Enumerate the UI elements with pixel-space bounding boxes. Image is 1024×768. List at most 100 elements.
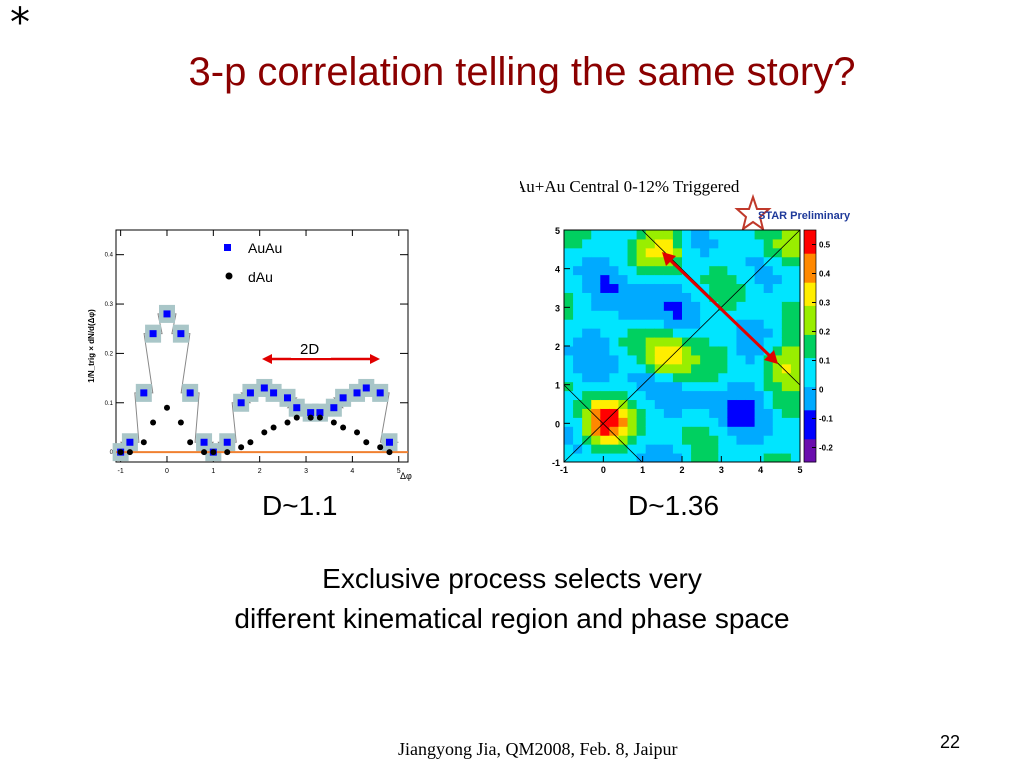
heatmap-cell <box>736 372 747 383</box>
heatmap-cell <box>591 310 601 320</box>
heatmap-cell <box>754 283 765 293</box>
dau-data-point <box>126 449 133 456</box>
heatmap-cell <box>600 283 610 293</box>
heatmap-cell <box>790 417 800 427</box>
colorbar-segment <box>804 259 816 266</box>
colorbar-segment <box>804 328 816 335</box>
heatmap-cell <box>663 292 674 302</box>
auau-data-point <box>246 389 254 397</box>
dau-data-point <box>187 439 194 446</box>
heatmap-cell <box>636 301 647 311</box>
heatmap-cell <box>663 337 674 347</box>
heatmap-cell <box>790 256 800 267</box>
heatmap-cell <box>663 283 674 293</box>
heatmap-cell <box>627 238 638 249</box>
heatmap-cell <box>600 381 610 392</box>
heatmap-cell <box>600 328 610 338</box>
heatmap-cell <box>573 363 583 374</box>
heatmap-cell <box>709 230 719 240</box>
heatmap-cell <box>636 283 647 293</box>
heatmap-cell <box>790 238 800 249</box>
auau-data-point <box>293 404 301 412</box>
heatmap-cell <box>754 319 765 329</box>
heatmap-cell <box>618 435 629 445</box>
heatmap-cell <box>727 381 737 392</box>
heatmap-cell <box>763 247 774 258</box>
heatmap-cell <box>645 283 656 293</box>
heatmap-cell <box>700 328 710 338</box>
heatmap-cell <box>672 283 683 293</box>
colorbar-tick-label: 0.2 <box>819 328 831 337</box>
heatmap-cell <box>654 292 665 302</box>
heatmap-cell <box>718 328 728 338</box>
heatmap-cell <box>591 346 601 356</box>
heatmap-cell <box>627 328 638 338</box>
heatmap-cell <box>754 372 765 383</box>
heatmap-cell <box>700 310 710 320</box>
heatmap-cell <box>763 363 774 374</box>
colorbar-segment <box>804 276 816 283</box>
heatmap-cell <box>772 354 783 365</box>
dau-data-point <box>377 444 384 451</box>
heatmap-cell <box>736 381 747 392</box>
x-tick-label: 5 <box>797 465 802 475</box>
heatmap-cell <box>682 346 692 356</box>
heatmap-cell <box>672 292 683 302</box>
heatmap-cell <box>573 399 583 409</box>
heatmap-cell <box>736 354 747 365</box>
heatmap-cell <box>654 274 665 285</box>
heatmap-cell <box>645 426 656 436</box>
heatmap-cell <box>627 230 638 240</box>
heatmap-cell <box>591 274 601 285</box>
heatmap-cell <box>745 435 756 445</box>
heatmap-cell <box>790 381 800 392</box>
heatmap-cell <box>591 408 601 418</box>
heatmap-cell <box>609 292 619 302</box>
heatmap-cell <box>754 381 765 392</box>
heatmap-cell <box>691 346 701 356</box>
heatmap-cell <box>654 381 665 392</box>
heatmap-cell <box>709 453 719 462</box>
colorbar-tick-label: 0.4 <box>819 270 831 279</box>
heatmap-cell <box>754 399 765 409</box>
2d-annotation: 2D <box>262 338 380 364</box>
heatmap-cell <box>700 247 710 258</box>
heatmap-cell <box>709 435 719 445</box>
heatmap-cell <box>727 319 737 329</box>
heatmap-cell <box>609 363 619 374</box>
x-tick-label: 1 <box>211 468 215 475</box>
heatmap-cell <box>709 417 719 427</box>
heatmap-cell <box>745 444 756 454</box>
heatmap-cell <box>736 399 747 409</box>
heatmap-cell <box>582 247 592 258</box>
heatmap-cell <box>763 283 774 293</box>
badge-label: STAR Preliminary <box>758 210 851 222</box>
heatmap-cell <box>709 301 719 311</box>
heatmap-cell <box>582 426 592 436</box>
heatmap-cell <box>636 354 647 365</box>
heatmap-cell <box>654 444 665 454</box>
colorbar-tick-label: 0 <box>819 386 824 395</box>
heatmap-cell <box>754 238 765 249</box>
heatmap-cell <box>645 354 656 365</box>
heatmap-cell <box>654 408 665 418</box>
heatmap-cell <box>700 426 710 436</box>
note-line-1: Exclusive process selects very <box>322 563 702 594</box>
colorbar-segment <box>804 357 816 364</box>
heatmap-cell <box>709 390 719 401</box>
heatmap-cell <box>636 408 647 418</box>
auau-data-point <box>353 389 361 397</box>
heatmap-cell <box>582 399 592 409</box>
dau-data-point <box>316 414 323 421</box>
heatmap-cell <box>682 319 692 329</box>
heatmap-cell <box>591 417 601 427</box>
x-tick-label: 1 <box>640 465 645 475</box>
dau-data-point <box>177 419 184 426</box>
heatmap-colorbar: 0.5 0.4 0.3 0.2 0.1 0 -0.1 -0.2 <box>803 229 833 463</box>
auau-data-point <box>316 409 324 417</box>
heatmap-cell <box>600 372 610 383</box>
heatmap-cell <box>691 337 701 347</box>
heatmap-cell <box>790 292 800 302</box>
heatmap-cell <box>573 381 583 392</box>
heatmap-cell <box>627 310 638 320</box>
